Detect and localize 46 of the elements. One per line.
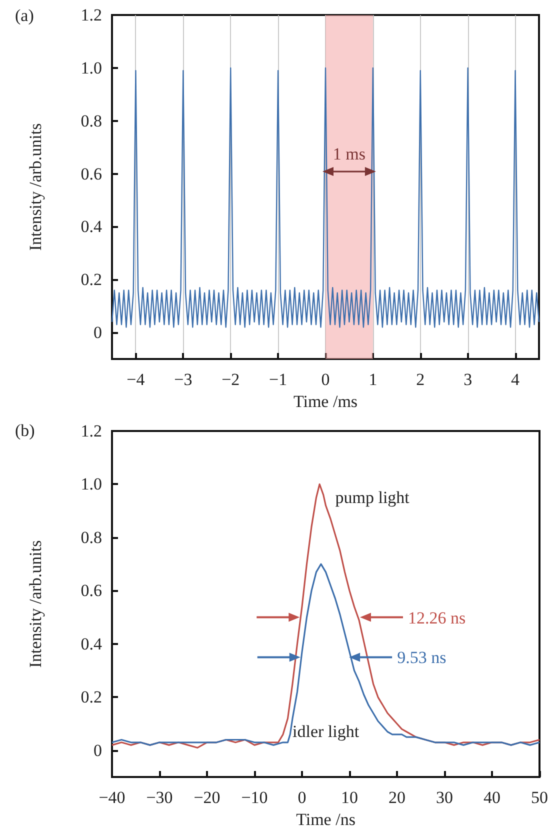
x-tick-label: 50 <box>531 788 548 807</box>
x-tick-label: 40 <box>484 788 500 807</box>
series-label: idler light <box>292 722 360 742</box>
y-tick-label: 0.2 <box>80 688 102 707</box>
y-axis-title: Intensity /arb.units <box>26 123 45 251</box>
x-tick-label: 0 <box>298 788 306 807</box>
x-tick-label: 3 <box>464 370 472 389</box>
x-tick-label: 1 <box>368 370 378 389</box>
x-tick-label: 2 <box>416 370 425 389</box>
y-tick-label: 0.4 <box>80 217 102 236</box>
annotation: 9.53 ns <box>397 648 446 668</box>
chart-title: (a) <box>15 6 34 25</box>
y-tick-label: 1.0 <box>80 58 102 78</box>
y-tick-label: 0.8 <box>80 528 102 547</box>
x-tick-label: −2 <box>222 370 240 389</box>
y-tick-label: 0.8 <box>80 111 102 130</box>
x-tick-label: −20 <box>194 788 220 807</box>
y-tick-label: 0 <box>94 740 102 760</box>
y-tick-label: 1.2 <box>80 422 102 440</box>
x-tick-label: 20 <box>388 788 406 807</box>
x-tick-label: 0 <box>321 370 330 389</box>
x-axis-title: Time /ms <box>293 392 358 411</box>
band-label: 1 ms <box>332 144 366 164</box>
y-tick-label: 0.6 <box>80 164 102 184</box>
line-series <box>111 67 540 328</box>
chart-title: (b) <box>15 421 35 440</box>
y-tick-label: 1.0 <box>80 474 102 494</box>
x-tick-label: −40 <box>98 788 126 807</box>
x-tick-label: −1 <box>269 370 288 389</box>
y-axis-title: Intensity /arb.units <box>26 540 45 668</box>
series-label: pump light <box>335 488 410 507</box>
annotation: 12.26 ns <box>408 608 466 628</box>
x-tick-label: −4 <box>126 370 146 389</box>
y-tick-label: 0.2 <box>80 270 102 290</box>
x-tick-label: −10 <box>241 788 268 807</box>
x-tick-label: 10 <box>341 788 358 807</box>
x-axis-title: Time /ns <box>296 810 356 829</box>
x-tick-label: −3 <box>174 370 192 389</box>
y-tick-label: 1.2 <box>80 6 102 24</box>
x-tick-label: 30 <box>436 788 453 807</box>
y-tick-label: 0.6 <box>80 581 102 600</box>
x-tick-label: 4 <box>511 370 520 389</box>
x-tick-label: −30 <box>146 788 173 807</box>
y-tick-label: 0 <box>94 323 102 342</box>
line-series <box>111 563 540 746</box>
y-tick-label: 0.4 <box>80 634 102 654</box>
